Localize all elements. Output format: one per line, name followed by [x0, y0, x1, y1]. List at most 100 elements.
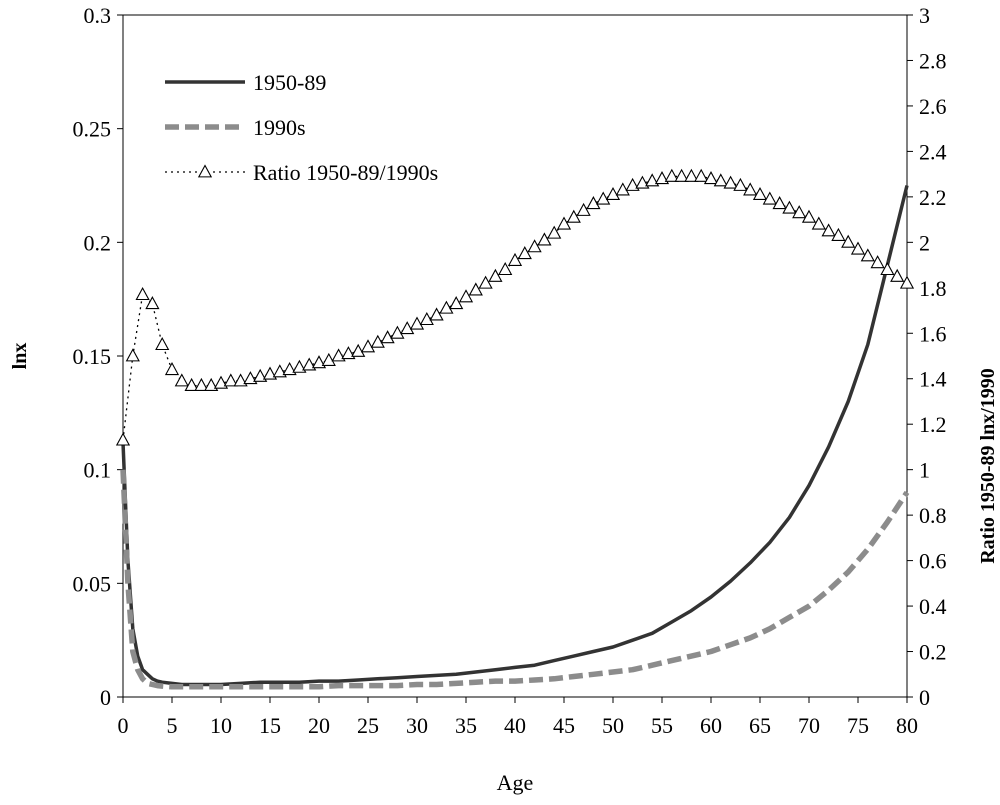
ratio-point — [321, 352, 336, 366]
ratio-point — [556, 216, 572, 230]
ratio-point — [115, 432, 131, 446]
plot-frame — [122, 14, 908, 698]
x-tick-label: 65 — [749, 713, 771, 738]
y-tick-label: 0.15 — [73, 344, 112, 369]
ratio-point — [331, 348, 346, 362]
legend: 1950-89 1990s Ratio 1950-89/1990s — [165, 70, 438, 185]
y2-tick-label: 1 — [919, 458, 930, 483]
ratio-point — [537, 232, 552, 246]
y-tick-label: 0.3 — [84, 3, 112, 28]
x-tick-label: 50 — [602, 713, 624, 738]
ratio-point — [390, 325, 405, 339]
y2-tick-label: 2.6 — [919, 94, 947, 119]
x-tick-label: 70 — [798, 713, 820, 738]
x-tick-label: 60 — [700, 713, 722, 738]
ratio-point — [517, 246, 532, 260]
ratio-point — [272, 364, 287, 378]
series-layer — [115, 168, 915, 690]
ratio-point — [684, 168, 699, 182]
ratio-point — [204, 377, 219, 391]
ratio-point — [743, 182, 758, 196]
y2-tick-label: 0.4 — [919, 594, 947, 619]
x-tick-label: 45 — [553, 713, 575, 738]
y-tick-label: 0.25 — [73, 117, 112, 142]
y-tick-label: 0.05 — [73, 571, 112, 596]
ratio-point — [174, 373, 189, 387]
ratio-point — [713, 173, 728, 187]
y2-tick-label: 2.4 — [919, 139, 947, 164]
series-line-2 — [120, 469, 910, 690]
ratio-point — [360, 339, 376, 353]
x-tick-label: 0 — [118, 713, 129, 738]
legend-triangle-marker — [197, 164, 213, 178]
ratio-point — [752, 186, 768, 201]
ratio-point — [674, 168, 689, 182]
ratio-point — [409, 316, 425, 330]
ratio-point — [821, 223, 836, 237]
ratio-point — [302, 357, 317, 371]
ratio-point — [253, 368, 268, 382]
ratio-point — [723, 175, 738, 189]
ratio-point — [792, 205, 807, 219]
ratio-point — [596, 191, 611, 205]
x-tick-label: 5 — [167, 713, 178, 738]
ratio-point — [566, 209, 581, 223]
ratio-point — [145, 296, 160, 310]
ratio-point — [890, 268, 905, 282]
y2-tick-label: 1.6 — [919, 321, 947, 346]
x-tick-label: 75 — [847, 713, 869, 738]
ratio-point — [625, 177, 640, 191]
y-axis-right: 0 0.2 0.4 0.6 0.8 1 1.2 1.4 1.6 1.8 2 2.2 2.4 2.6 2.8 3 — [907, 3, 947, 710]
x-tick-label: 40 — [504, 713, 526, 738]
ratio-point — [615, 182, 630, 196]
y2-tick-label: 2.2 — [919, 185, 947, 210]
ratio-point — [233, 373, 248, 387]
ratio-point — [449, 296, 464, 310]
ratio-point — [164, 361, 180, 376]
ratio-point — [498, 261, 513, 276]
ratio-point — [576, 202, 591, 216]
x-axis: 0 5 10 15 20 25 30 35 40 45 50 55 60 65 70 75 80 — [118, 697, 918, 738]
ratio-point — [762, 191, 777, 205]
ratio-point — [223, 373, 238, 387]
ratio-point — [772, 196, 787, 210]
ratio-point — [468, 282, 483, 296]
y2-tick-label: 1.2 — [919, 412, 947, 437]
ratio-point — [194, 377, 209, 391]
ratio-point — [850, 241, 866, 255]
y2-tick-label: 2.8 — [919, 48, 947, 73]
ratio-point — [703, 171, 719, 185]
series-line-3 — [122, 175, 908, 441]
ratio-point — [478, 275, 493, 289]
ratio-point — [243, 371, 258, 385]
ratio-point — [527, 239, 542, 253]
ratio-point — [155, 336, 170, 351]
x-tick-label: 15 — [259, 713, 281, 738]
ratio-point — [733, 177, 748, 191]
x-tick-label: 10 — [210, 713, 232, 738]
ratio-point — [801, 209, 817, 223]
ratio-point — [370, 334, 385, 348]
x-tick-label: 55 — [651, 713, 673, 738]
ratio-point — [419, 311, 434, 326]
y2-tick-label: 0.2 — [919, 640, 947, 665]
ratio-point — [400, 321, 415, 335]
ratio-point — [292, 359, 307, 373]
ratio-point — [782, 200, 797, 214]
legend-label-3: Ratio 1950-89/1990s — [253, 160, 438, 185]
ratio-point — [586, 196, 601, 210]
x-tick-label: 20 — [308, 713, 330, 738]
ratio-point — [262, 366, 278, 380]
ratio-point — [694, 168, 709, 182]
ratio-point — [605, 186, 621, 201]
ratio-point — [635, 175, 650, 189]
y2-axis-title: Ratio 1950-89 lnx/1990 — [977, 368, 999, 564]
ratio-point — [899, 275, 915, 289]
y2-tick-label: 2 — [919, 230, 930, 255]
legend-label-2: 1990s — [253, 115, 306, 140]
ratio-point — [664, 168, 679, 182]
ratio-point — [547, 225, 562, 239]
y2-tick-label: 0.8 — [919, 503, 947, 528]
ratio-point — [341, 346, 356, 360]
